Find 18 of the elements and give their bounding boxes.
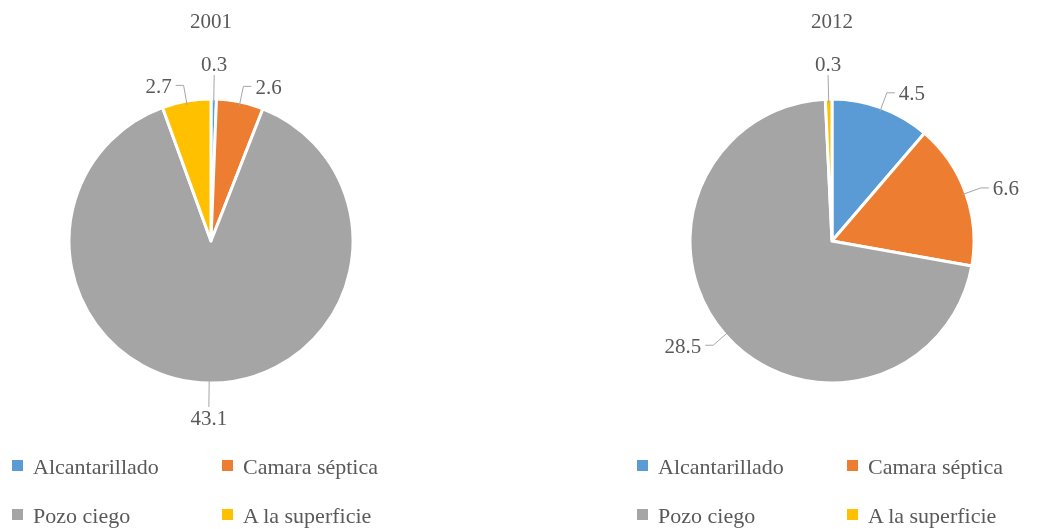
data-label: 2.7 (145, 73, 172, 98)
data-label: 2.6 (255, 74, 282, 99)
legend-label: A la superficie (868, 502, 997, 528)
legend-label: Pozo ciego (658, 502, 756, 528)
chart-title: 2001 (190, 9, 232, 33)
legend-label: Camara séptica (243, 453, 379, 479)
data-label: 0.3 (201, 52, 228, 77)
legend-label: Alcantarillado (658, 453, 784, 479)
data-label: 28.5 (664, 333, 702, 358)
legend-label: Camara séptica (868, 453, 1004, 479)
data-label: 6.6 (992, 176, 1020, 201)
legend-label: A la superficie (243, 502, 372, 528)
data-label: 4.5 (898, 81, 926, 106)
data-label: 43.1 (190, 405, 228, 430)
legend-label: Pozo ciego (33, 502, 131, 528)
chart-title: 2012 (811, 9, 853, 33)
data-label: 0.3 (814, 52, 842, 77)
legend-label: Alcantarillado (33, 453, 159, 479)
